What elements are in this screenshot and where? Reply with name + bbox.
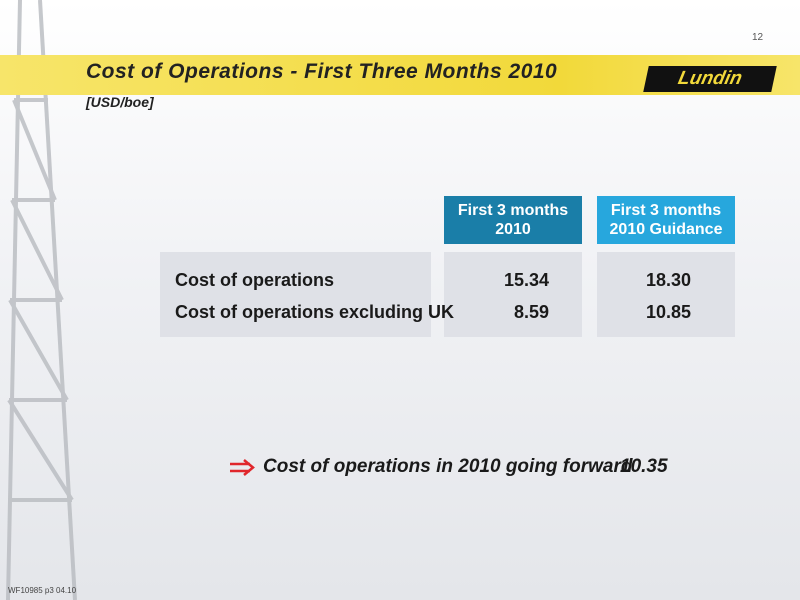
note-value: 10.35 <box>620 456 668 477</box>
subtitle: [USD/boe] <box>86 94 154 110</box>
cell-value: 8.59 <box>513 302 549 322</box>
cell-value: 18.30 <box>645 270 691 290</box>
value-cell <box>597 252 735 337</box>
row-label: Cost of operations excluding UK <box>175 302 455 322</box>
slide-title: Cost of Operations - First Three Months … <box>86 60 558 83</box>
column-header: First 3 months 2010 Guidance <box>597 196 735 244</box>
note-text: Cost of operations in 2010 going forward <box>263 456 633 477</box>
value-cell <box>444 252 582 337</box>
label-cell <box>160 252 431 337</box>
page-number: 12 <box>752 32 764 43</box>
column-header: First 3 months 2010 <box>444 196 582 244</box>
footer-reference: WF10985 p3 04.10 <box>8 586 77 595</box>
row-label: Cost of operations <box>175 270 335 290</box>
tower-silhouette <box>6 0 77 600</box>
logo: Lundin <box>643 66 777 92</box>
cell-value: 15.34 <box>503 270 549 290</box>
arrow-icon <box>230 459 255 476</box>
cell-value: 10.85 <box>645 302 691 322</box>
